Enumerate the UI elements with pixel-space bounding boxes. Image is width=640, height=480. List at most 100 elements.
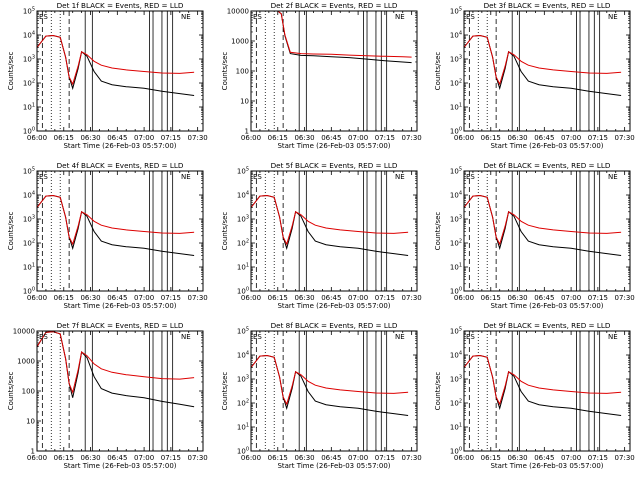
lld-series-line xyxy=(251,354,409,406)
plot-frame xyxy=(250,330,418,452)
y-axis-title: Counts/sec xyxy=(221,212,229,251)
x-tick-label: 07:30 xyxy=(615,134,635,142)
x-tick-label: 07:15 xyxy=(375,294,395,302)
x-tick-label: 07:30 xyxy=(402,454,422,462)
y-tick-label: 10000 xyxy=(227,8,249,16)
chart-panel-6: Det 6f BLACK = Events, RED = LLD ES NE 100 1… xyxy=(434,161,635,310)
x-tick-label: 06:15 xyxy=(481,454,501,462)
chart-panel-5: Det 5f BLACK = Events, RED = LLD ES NE 100 1… xyxy=(221,161,422,310)
panel-traces xyxy=(251,354,409,416)
y-tick-label: 100 xyxy=(450,447,462,456)
corner-label-right: NE xyxy=(608,333,618,341)
plot-frame xyxy=(36,10,204,132)
chart-panel-7: Det 7f BLACK = Events, RED = LLD ES NE 1 10 1… xyxy=(7,321,208,470)
y-tick-label: 104 xyxy=(237,351,249,360)
y-axis-title: Counts/sec xyxy=(7,52,15,91)
x-tick-label: 06:00 xyxy=(454,454,474,462)
x-tick-label: 06:15 xyxy=(268,294,288,302)
x-axis-title: Start Time (26-Feb-03 05:57:00) xyxy=(490,142,603,150)
x-tick-label: 06:30 xyxy=(80,454,100,462)
chart-panel-8: Det 8f BLACK = Events, RED = LLD ES NE 100 1… xyxy=(221,321,422,470)
corner-label-left: ES xyxy=(253,13,262,21)
x-tick-label: 06:00 xyxy=(27,454,47,462)
corner-label-left: ES xyxy=(253,333,262,341)
x-axis-title: Start Time (26-Feb-03 05:57:00) xyxy=(63,302,176,310)
y-axis-title: Counts/sec xyxy=(7,372,15,411)
corner-label-left: ES xyxy=(253,173,262,181)
y-tick-label: 104 xyxy=(23,31,35,40)
y-tick-label: 105 xyxy=(23,167,35,176)
lld-series-line xyxy=(251,11,412,58)
y-tick-label: 100 xyxy=(450,287,462,296)
x-tick-label: 06:15 xyxy=(54,294,74,302)
x-tick-label: 07:30 xyxy=(615,454,635,462)
x-tick-label: 06:15 xyxy=(54,134,74,142)
x-tick-label: 07:15 xyxy=(161,454,181,462)
x-tick-label: 06:45 xyxy=(534,454,554,462)
y-tick-label: 105 xyxy=(237,167,249,176)
panel-traces xyxy=(37,34,195,96)
y-tick-label: 100 xyxy=(236,68,249,76)
lld-series-line xyxy=(37,331,195,395)
x-tick-label: 07:30 xyxy=(402,294,422,302)
y-tick-label: 104 xyxy=(237,191,249,200)
y-tick-label: 103 xyxy=(237,375,249,384)
corner-label-right: NE xyxy=(395,173,405,181)
x-axis-title: Start Time (26-Feb-03 05:57:00) xyxy=(277,462,390,470)
y-tick-label: 101 xyxy=(450,103,462,112)
corner-label-right: NE xyxy=(608,13,618,21)
y-tick-label: 101 xyxy=(237,263,249,272)
panel-title: Det 2f BLACK = Events, RED = LLD xyxy=(271,1,398,10)
panel-title: Det 3f BLACK = Events, RED = LLD xyxy=(484,1,611,10)
plot-frame xyxy=(463,170,631,292)
x-tick-label: 06:45 xyxy=(107,294,127,302)
x-tick-label: 06:45 xyxy=(107,134,127,142)
x-tick-label: 06:00 xyxy=(241,134,261,142)
panel-traces xyxy=(464,194,622,256)
y-tick-label: 105 xyxy=(450,7,462,16)
x-tick-label: 06:45 xyxy=(321,134,341,142)
x-tick-label: 06:30 xyxy=(507,454,527,462)
corner-label-right: NE xyxy=(395,13,405,21)
x-tick-label: 07:00 xyxy=(134,454,154,462)
x-tick-label: 06:15 xyxy=(481,134,501,142)
y-tick-label: 105 xyxy=(450,167,462,176)
x-tick-label: 06:30 xyxy=(507,134,527,142)
x-tick-label: 07:15 xyxy=(588,294,608,302)
y-tick-label: 100 xyxy=(237,287,249,296)
x-tick-label: 07:00 xyxy=(134,134,154,142)
corner-label-right: NE xyxy=(181,173,191,181)
x-tick-label: 07:30 xyxy=(188,134,208,142)
y-tick-label: 104 xyxy=(23,191,35,200)
x-tick-label: 06:00 xyxy=(241,454,261,462)
chart-panel-3: Det 3f BLACK = Events, RED = LLD ES NE 100 1… xyxy=(434,1,635,150)
lld-series-line xyxy=(37,194,195,246)
corner-label-right: NE xyxy=(395,333,405,341)
x-tick-label: 06:45 xyxy=(321,294,341,302)
y-axis-title: Counts/sec xyxy=(434,212,442,251)
panel-traces xyxy=(37,194,195,256)
plot-frame xyxy=(36,170,204,292)
y-tick-label: 103 xyxy=(450,215,462,224)
x-tick-label: 06:30 xyxy=(80,294,100,302)
x-tick-label: 06:45 xyxy=(321,454,341,462)
corner-label-left: ES xyxy=(466,173,475,181)
panel-title: Det 6f BLACK = Events, RED = LLD xyxy=(484,161,611,170)
x-tick-label: 07:00 xyxy=(561,294,581,302)
panel-title: Det 8f BLACK = Events, RED = LLD xyxy=(271,321,398,330)
corner-label-left: ES xyxy=(39,173,48,181)
y-axis-title: Counts/sec xyxy=(434,52,442,91)
x-tick-label: 06:15 xyxy=(481,294,501,302)
y-tick-label: 100 xyxy=(23,127,35,136)
x-axis-title: Start Time (26-Feb-03 05:57:00) xyxy=(277,302,390,310)
x-tick-label: 07:15 xyxy=(375,134,395,142)
x-tick-label: 07:00 xyxy=(348,294,368,302)
y-tick-label: 104 xyxy=(450,351,462,360)
panel-title: Det 7f BLACK = Events, RED = LLD xyxy=(57,321,184,330)
y-tick-label: 102 xyxy=(450,399,462,408)
y-tick-label: 1000 xyxy=(17,358,35,366)
y-tick-label: 101 xyxy=(23,103,35,112)
y-tick-label: 10000 xyxy=(13,328,35,336)
panel-title: Det 1f BLACK = Events, RED = LLD xyxy=(57,1,184,10)
x-tick-label: 06:15 xyxy=(268,134,288,142)
